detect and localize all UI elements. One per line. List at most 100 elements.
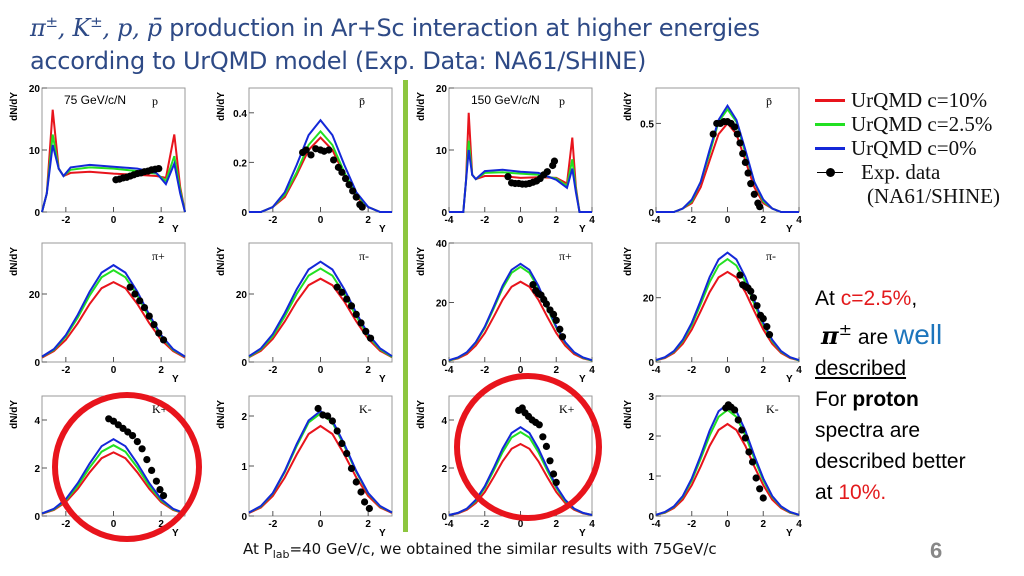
chart-panel: -4 -2 0 2 4 0 2 4 dN/dY Y K+ [416, 395, 595, 539]
exp-data-point [753, 302, 761, 310]
x-tick-label: -2 [480, 519, 489, 530]
x-tick-label: 0 [518, 215, 524, 226]
energy-label: 150 GeV/c/N [471, 93, 540, 107]
exp-data-point [736, 271, 744, 279]
y-tick-label: 0 [34, 512, 40, 523]
exp-data-point [325, 146, 333, 154]
x-tick-label: 2 [553, 519, 559, 530]
y-tick-label: 10 [29, 146, 41, 157]
exp-data-point [542, 300, 551, 308]
y-tick-label: 20 [643, 294, 655, 305]
footer-sub: lab [272, 548, 290, 561]
x-tick-label: 0 [318, 215, 324, 226]
y-axis-label: dN/dY [9, 247, 20, 276]
exp-data-point [756, 203, 764, 211]
y-axis-label: dN/dY [623, 400, 634, 429]
exp-data-point [143, 456, 151, 464]
section-divider [403, 80, 408, 532]
x-axis-label: Y [786, 374, 793, 385]
y-tick-label: 0 [648, 358, 654, 369]
x-tick-label: 2 [158, 215, 164, 226]
x-tick-label: 2 [760, 519, 766, 530]
footer-text: At P [243, 540, 273, 558]
exp-data-point [529, 281, 537, 289]
exp-data-point [330, 156, 338, 164]
highlight-circle [52, 392, 202, 542]
exp-data-point [150, 321, 158, 329]
exp-data-point [314, 404, 322, 413]
y-tick-label: 20 [236, 290, 248, 301]
x-tick-label: 4 [796, 365, 802, 376]
species-label: π+ [559, 249, 572, 263]
x-tick-label: -2 [268, 365, 277, 376]
footer-text: =40 GeV/c, we obtained the similar resul… [289, 540, 717, 558]
species-label: p̄ [359, 94, 365, 108]
x-tick-label: -4 [652, 215, 661, 226]
y-tick-label: 2 [34, 464, 40, 475]
x-tick-label: 0 [725, 519, 731, 530]
legend-label: Exp. data [861, 160, 941, 184]
exp-data-point [741, 434, 749, 442]
y-axis-label: dN/dY [216, 247, 227, 276]
exp-data-point [759, 494, 767, 502]
x-axis-label: Y [379, 374, 386, 385]
exp-data-point [343, 295, 351, 303]
exp-data-point [539, 433, 547, 441]
exp-data-point [338, 288, 346, 296]
species-label: π+ [152, 249, 165, 263]
exp-data-point [549, 470, 558, 478]
y-axis-label: dN/dY [216, 400, 227, 429]
exp-data-point [328, 417, 337, 425]
y-axis-label: dN/dY [216, 92, 227, 121]
species-label: p [152, 94, 158, 108]
exp-data-point [744, 169, 752, 177]
exp-data-point [155, 329, 163, 337]
exp-data-point [731, 123, 739, 131]
y-axis-label: dN/dY [9, 92, 20, 121]
species-label: p [559, 94, 565, 108]
y-tick-label: 20 [29, 84, 41, 95]
x-tick-label: 2 [365, 519, 371, 530]
x-axis-label: Y [379, 528, 386, 539]
x-tick-label: 0 [725, 365, 731, 376]
y-axis-label: dN/dY [623, 92, 634, 121]
note-text: at [815, 481, 839, 504]
exp-data-point [145, 312, 153, 320]
x-tick-label: -2 [687, 365, 696, 376]
note-text: are [851, 326, 895, 349]
exp-data-point [738, 426, 746, 434]
exp-data-point [552, 316, 560, 324]
exp-data-point [748, 458, 757, 466]
x-axis-label: Y [786, 528, 793, 539]
series-line-c0 [41, 438, 186, 515]
x-axis-label: Y [786, 224, 793, 235]
exp-data-point [128, 432, 137, 440]
x-tick-label: -2 [268, 519, 277, 530]
exp-data-point [136, 297, 144, 305]
y-tick-label: 10 [436, 146, 448, 157]
chart-panel: -4 -2 0 2 4 0 20 dN/dY Yπ- [623, 242, 802, 385]
exp-data-point [347, 464, 356, 473]
legend-item: UrQMD c=10% [815, 88, 1000, 112]
x-axis-label: Y [172, 224, 179, 235]
series-line-c10 [41, 109, 186, 213]
y-tick-label: 4 [441, 416, 447, 427]
exp-data-point [549, 310, 558, 318]
exp-data-point [357, 319, 365, 327]
exp-data-point [156, 486, 164, 494]
exp-data-point [358, 203, 366, 211]
exp-data-point [345, 181, 353, 189]
x-tick-label: 4 [589, 215, 595, 226]
exp-data-point [736, 139, 744, 147]
title-pi: π [30, 14, 46, 42]
exp-data-point [333, 283, 341, 291]
exp-data-point [341, 174, 350, 183]
x-tick-label: 2 [365, 215, 371, 226]
exp-data-point [159, 336, 168, 344]
note-line: spectra are [815, 419, 921, 442]
exp-data-point [347, 302, 356, 310]
x-tick-label: -2 [687, 215, 696, 226]
note-line: at 10%. [815, 477, 966, 508]
